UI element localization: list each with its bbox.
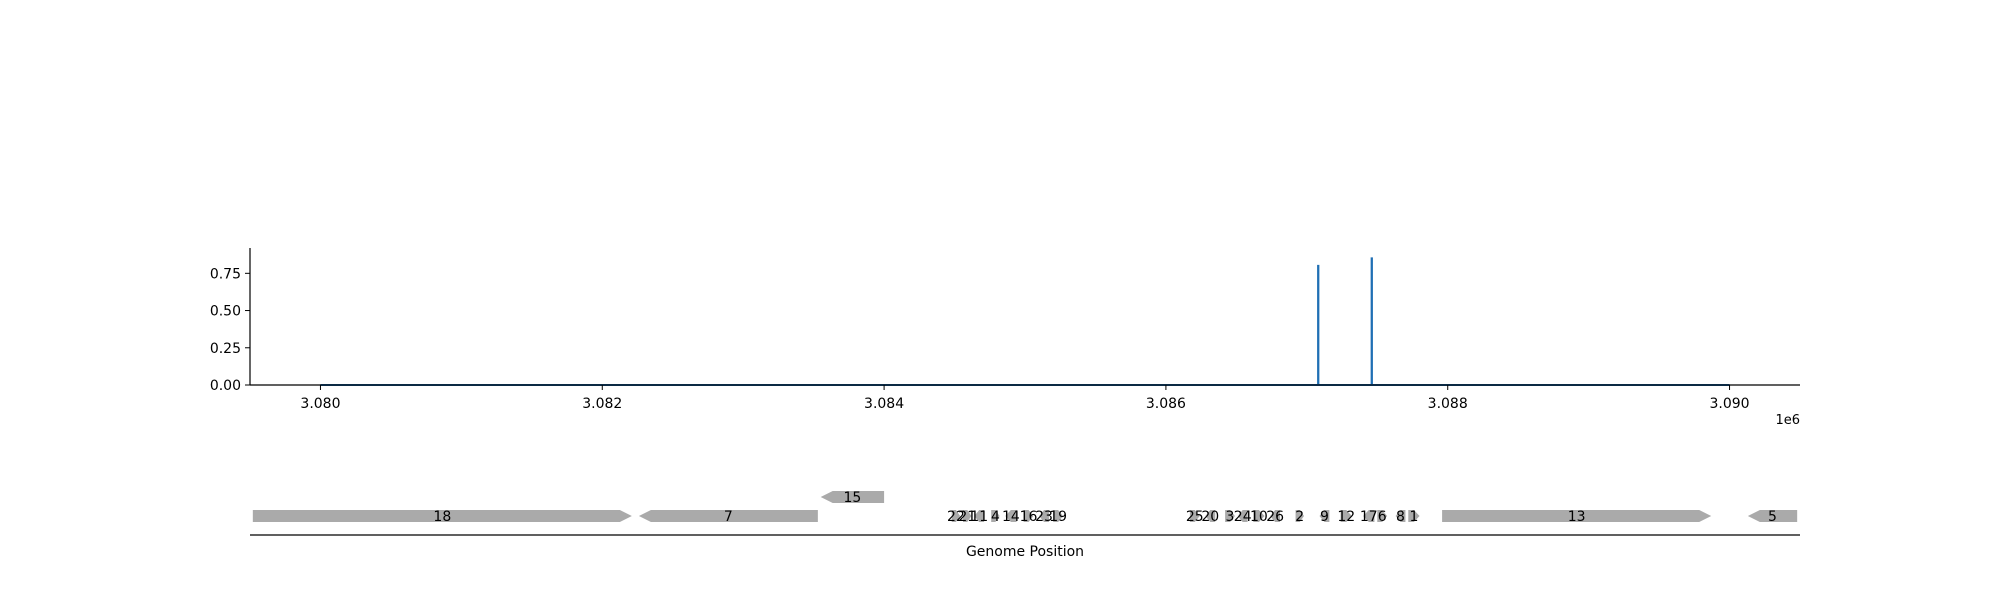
gene-feature-label: 14 [1002, 509, 1020, 525]
x-tick-label: 3.090 [1709, 396, 1749, 412]
gene-feature [1270, 510, 1281, 522]
gene-feature-label: 6 [1378, 509, 1387, 525]
gene-feature [1023, 510, 1034, 522]
gene-feature [951, 510, 961, 522]
gene-feature [1377, 510, 1388, 522]
x-tick-label: 3.084 [864, 396, 904, 412]
y-tick-label: 0.00 [210, 378, 241, 394]
gene-feature-label: 4 [991, 509, 1000, 525]
gene-feature-label: 8 [1396, 509, 1405, 525]
gene-feature [1395, 510, 1406, 522]
coverage-series [320, 257, 1730, 386]
gene-feature [1205, 510, 1216, 522]
x-tick-label: 3.088 [1428, 396, 1468, 412]
gene-map-x-label: Genome Position [966, 544, 1084, 560]
gene-feature-label: 11 [970, 509, 988, 525]
gene-feature [974, 510, 985, 522]
gene-feature [1225, 510, 1235, 522]
gene-feature-label: 9 [1320, 509, 1329, 525]
y-axis-ticks: 0.00 0.25 0.50 0.75 [210, 266, 250, 394]
gene-feature-label: 5 [1768, 509, 1777, 525]
y-tick-label: 0.50 [210, 304, 241, 320]
gene-feature [1237, 510, 1248, 522]
gene-feature-label: 3 [1226, 509, 1235, 525]
gene-feature-label: 10 [1250, 509, 1268, 525]
gene-feature-label: 23 [1035, 509, 1053, 525]
gene-feature-label: 19 [1049, 509, 1067, 525]
gene-feature-label: 26 [1266, 509, 1284, 525]
gene-feature-label: 2 [1295, 509, 1304, 525]
x-axis-offset-label: 1e6 [1775, 413, 1800, 428]
gene-feature [1319, 510, 1330, 522]
gene-feature [638, 510, 818, 522]
gene-feature [252, 510, 632, 522]
gene-feature-label: 15 [843, 490, 861, 506]
gene-feature [1189, 510, 1200, 522]
gene-feature [1340, 510, 1352, 522]
gene-feature-label: 17 [1360, 509, 1378, 525]
gene-feature [1408, 510, 1420, 522]
gene-feature [1442, 510, 1712, 522]
x-tick-label: 3.080 [300, 396, 340, 412]
gene-feature [1005, 510, 1017, 522]
gene-feature [1039, 510, 1049, 522]
gene-feature-label: 13 [1568, 509, 1586, 525]
gene-feature-label: 21 [958, 509, 976, 525]
gene-feature [1295, 510, 1304, 522]
gene-feature-label: 22 [947, 509, 965, 525]
gene-feature [1253, 510, 1265, 522]
gene-feature [820, 491, 885, 503]
gene-feature-label: 7 [724, 509, 733, 525]
gene-feature-label: 25 [1186, 509, 1204, 525]
y-tick-label: 0.25 [210, 341, 241, 357]
gene-feature [1747, 510, 1798, 522]
gene-feature-label: 20 [1201, 509, 1219, 525]
gene-feature-label: 24 [1234, 509, 1252, 525]
x-tick-label: 3.082 [582, 396, 622, 412]
y-tick-label: 0.75 [210, 266, 241, 282]
gene-feature [963, 510, 972, 522]
gene-feature [991, 510, 1000, 522]
gene-feature-label: 18 [433, 509, 451, 525]
coverage-plot: 0.000.250.500.75 3.080 3.082 3.084 3.086 3.0… [210, 248, 1800, 428]
gene-feature-label: 12 [1337, 509, 1355, 525]
x-tick-label: 3.086 [1146, 396, 1186, 412]
gene-feature-label: 1 [1409, 509, 1418, 525]
gene-feature-label: 16 [1020, 509, 1038, 525]
x-axis-ticks: 3.080 3.082 3.084 3.086 3.088 3.090 [300, 385, 1750, 412]
coverage-line [320, 257, 1730, 386]
gene-feature [1053, 510, 1064, 522]
gene-feature [1363, 510, 1375, 522]
